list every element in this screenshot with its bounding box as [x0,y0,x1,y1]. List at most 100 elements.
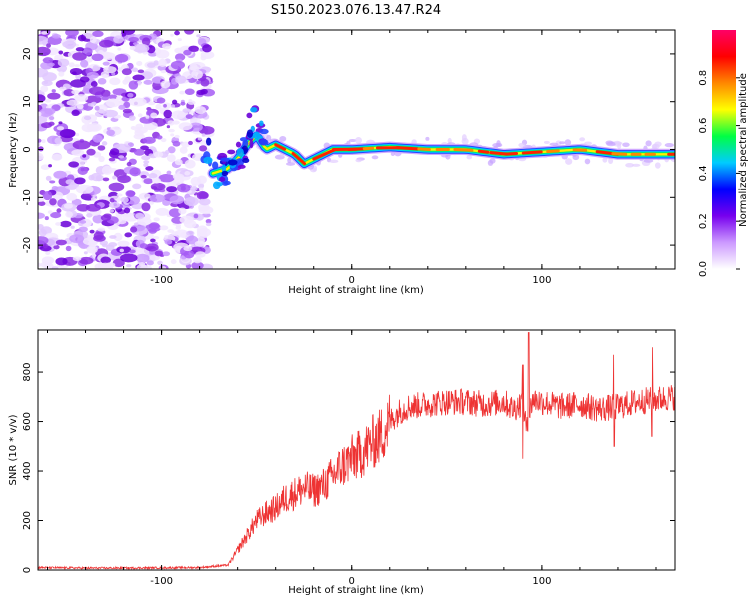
heatmap-noise-blob [153,235,160,240]
heatmap-noise-blob [113,203,117,207]
heatmap-ridge-peak [312,148,337,161]
heatmap-noise-blob [127,195,140,206]
heatmap-noise-blob [166,170,172,175]
heatmap-ridge-halo [564,139,572,146]
heatmap-noise-blob [89,229,95,234]
heatmap-noise-blob [44,108,56,115]
heatmap-ridge-halo [425,136,430,141]
heatmap-noise-blob [75,132,80,137]
heatmap-noise-blob [38,228,47,237]
heatmap-early-signal-blob [203,156,213,164]
heatmap-noise-blob [99,39,114,48]
heatmap-noise-blob [65,179,75,185]
heatmap-y-tick-label: -20 [22,237,33,253]
heatmap-noise-blob [141,202,151,212]
heatmap-early-signal-blob [221,170,229,177]
heatmap-noise-blob [146,62,156,68]
heatmap-noise-blob [74,94,89,102]
heatmap-noise-blob [44,216,49,221]
heatmap-noise-blob [78,256,94,265]
heatmap-noise-blob [58,50,64,55]
heatmap-noise-blob [92,134,103,143]
heatmap-noise-blob [137,216,152,226]
heatmap-noise-blob [113,232,123,242]
heatmap-noise-blob [49,180,56,184]
heatmap-noise-blob [160,80,171,89]
heatmap-noise-blob [38,138,42,143]
heatmap-noise-blob [200,55,207,61]
heatmap-noise-blob [48,121,55,126]
heatmap-noise-blob [196,34,201,38]
heatmap-noise-blob [78,226,88,233]
heatmap-ridge-halo [614,141,623,145]
heatmap-noise-blob [74,64,81,68]
figure-title: S150.2023.076.13.47.R24 [271,3,441,18]
heatmap-noise-blob [155,103,162,110]
heatmap-noise-blob [91,101,97,105]
heatmap-noise-blob [102,177,110,182]
heatmap-noise-blob [65,245,72,252]
heatmap-noise-blob [184,171,191,176]
heatmap-noise-blob [174,53,186,61]
heatmap-ridge-halo [654,162,661,169]
colorbar-tick-label: 0.4 [698,165,709,181]
heatmap-noise-blob [133,133,145,140]
heatmap-noise-blob [163,109,173,119]
heatmap-noise-blob [85,203,101,212]
heatmap-y-tick-label: 20 [22,48,33,61]
heatmap-ridge-peak [362,146,375,151]
heatmap-noise-blob [174,159,183,166]
heatmap-noise-blob [152,177,161,184]
heatmap-noise-blob [117,240,130,247]
heatmap-noise-blob [63,203,73,209]
heatmap-noise-blob [86,245,98,254]
heatmap-noise-blob [70,225,75,229]
heatmap-noise-blob [181,141,190,148]
heatmap-noise-blob [131,67,139,73]
heatmap-noise-blob [45,175,52,181]
heatmap-noise-blob [54,137,63,145]
heatmap-noise-blob [38,212,45,219]
heatmap-noise-blob [160,69,167,74]
heatmap-noise-blob [80,59,89,68]
heatmap-noise-blob [82,154,87,158]
heatmap-noise-blob [149,193,166,203]
heatmap-noise-blob [38,142,41,147]
heatmap-noise-blob [141,37,151,46]
heatmap-ridge-peak [274,143,287,151]
heatmap-ridge-peak [347,147,366,151]
heatmap-noise-blob [171,99,178,105]
heatmap-noise-blob [175,75,187,84]
heatmap-noise-blob [40,164,50,170]
heatmap-noise-blob [170,33,174,37]
heatmap-ridge-halo [287,157,292,164]
heatmap-noise-blob [79,220,87,224]
heatmap-noise-blob [168,128,175,133]
heatmap-noise-blob [118,155,125,159]
heatmap-noise-blob [88,86,106,96]
heatmap-noise-blob [101,165,113,175]
heatmap-noise-blob [41,139,46,144]
heatmap-noise-blob [66,193,78,201]
heatmap-noise-blob [153,151,164,158]
heatmap-noise-blob [112,258,125,268]
heatmap-noise-blob [178,122,193,131]
heatmap-noise-blob [118,104,126,110]
heatmap-noise-blob [171,231,179,236]
heatmap-noise-blob [193,256,202,264]
heatmap-noise-blob [108,242,118,247]
heatmap-noise-blob [117,47,122,51]
heatmap-noise-blob [150,112,158,119]
heatmap-early-signal-blob [242,140,249,148]
heatmap-ridge-halo [355,137,363,144]
heatmap-noise-blob [102,61,110,66]
heatmap-noise-blob [86,213,93,218]
heatmap-noise-blob [164,239,173,245]
colorbar-tick-label: 0.0 [698,261,709,277]
heatmap-noise-blob [93,234,106,242]
heatmap-noise-blob [183,196,199,207]
heatmap-noise-blob [182,108,191,113]
heatmap-noise-blob [55,222,62,226]
heatmap-noise-blob [135,212,145,219]
